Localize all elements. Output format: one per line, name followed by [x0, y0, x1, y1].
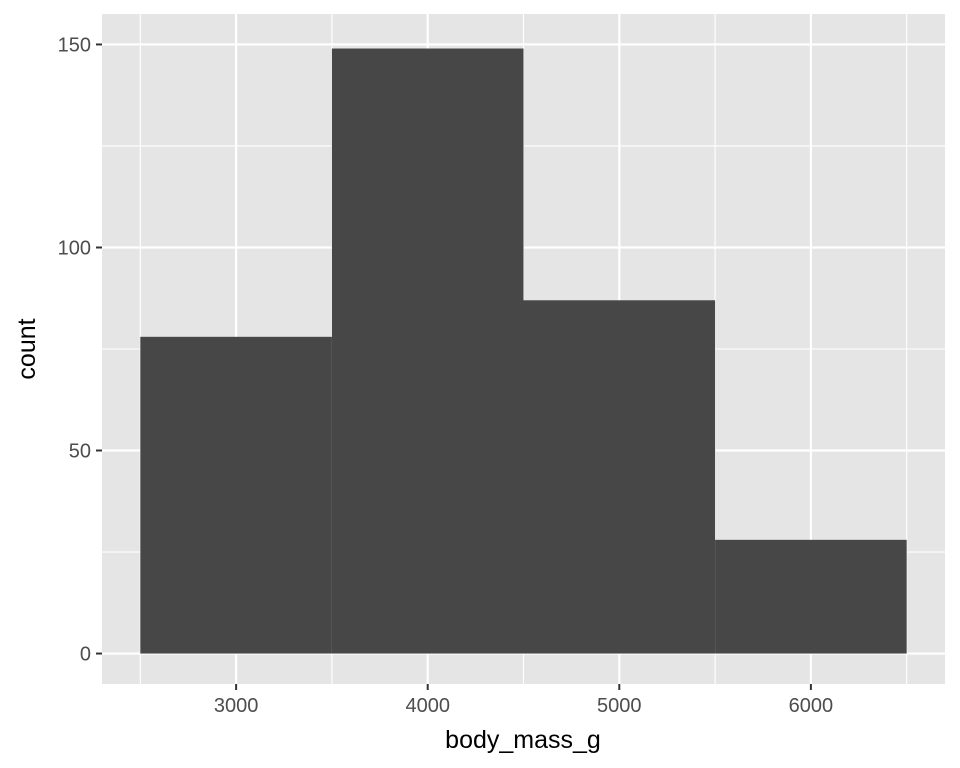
y-tick-label: 100	[58, 237, 91, 259]
histogram-bar	[331, 48, 524, 654]
y-tick-label: 50	[69, 441, 91, 463]
x-axis-title: body_mass_g	[445, 726, 601, 754]
x-tick-label: 6000	[789, 695, 834, 717]
y-tick-label: 150	[58, 34, 91, 56]
x-axis: 3000 4000 5000 6000	[214, 684, 833, 717]
x-tick-label: 5000	[597, 695, 642, 717]
y-tick-label: 0	[80, 644, 91, 666]
x-tick-label: 3000	[214, 695, 259, 717]
histogram-bar	[715, 539, 907, 654]
histogram-bar	[523, 300, 716, 654]
y-axis-title: count	[13, 318, 41, 379]
histogram-bars	[140, 48, 907, 654]
histogram-bar	[140, 336, 332, 654]
x-tick-label: 4000	[405, 695, 450, 717]
y-axis: 0 50 100 150	[58, 34, 102, 666]
